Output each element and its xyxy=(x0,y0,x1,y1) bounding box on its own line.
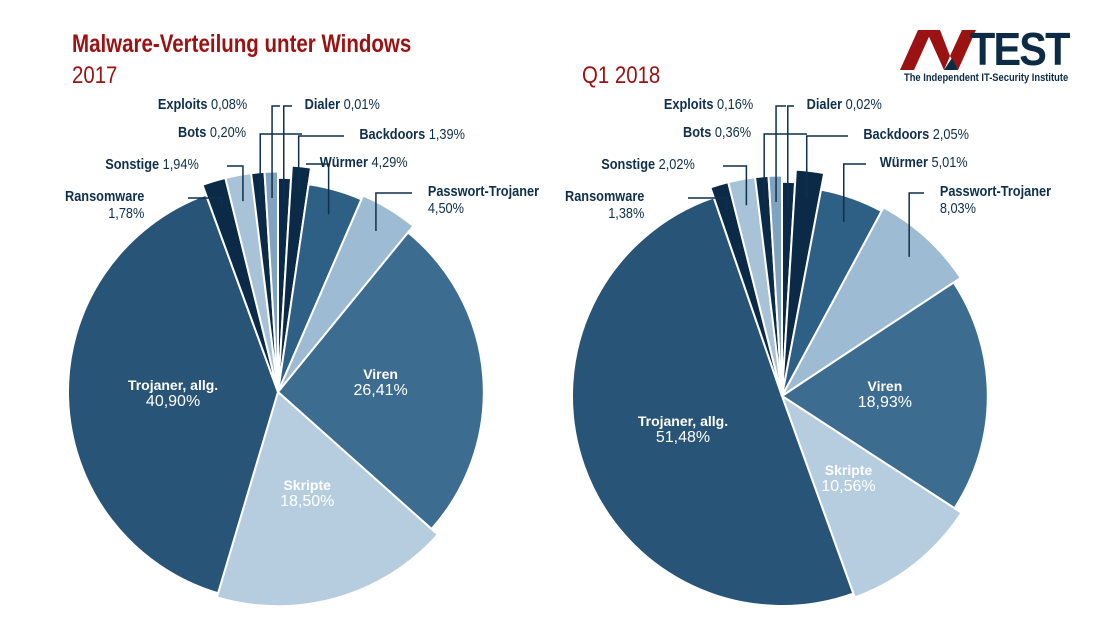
leader-line xyxy=(297,135,344,194)
leader-line xyxy=(306,163,330,215)
slice-label: Bots 0,20% xyxy=(178,124,247,141)
pie-slice-skripte xyxy=(780,393,963,599)
pie-slice-viren xyxy=(276,231,485,531)
slice-label: Ransomware 1,38% xyxy=(565,188,645,222)
leader-line xyxy=(787,105,794,208)
leader-line xyxy=(688,197,728,210)
pie-slice-passwort-trojaner xyxy=(781,206,963,397)
leader-line xyxy=(842,163,866,222)
leader-line xyxy=(188,197,223,207)
pie-slice-trojaner-allg- xyxy=(67,193,280,595)
slice-label: Bots 0,36% xyxy=(683,124,752,141)
slice-label: Dialer 0,01% xyxy=(304,96,380,113)
leader-line xyxy=(375,192,412,231)
pie-slice-trojaner-allg- xyxy=(571,196,855,607)
slice-label: Backdoors 2,05% xyxy=(863,126,969,143)
leader-line xyxy=(763,133,807,203)
pie-slice-viren xyxy=(780,281,989,510)
slice-label: Ransomware 1,78% xyxy=(65,188,145,222)
pie-slice-exploits xyxy=(767,174,783,397)
pie-slice-passwort-trojaner xyxy=(277,194,415,393)
leader-line xyxy=(723,165,748,206)
slice-label: Dialer 0,02% xyxy=(806,96,882,113)
slice-label: Passwort-Trojaner 8,03% xyxy=(939,183,1052,217)
slice-label: Viren 26,41% xyxy=(353,365,408,399)
pie-slice-exploits xyxy=(263,170,279,393)
leader-line xyxy=(775,105,786,203)
av-logo-mark xyxy=(900,30,976,70)
logo-tagline: The Independent IT-Security Institute xyxy=(904,72,1069,84)
leader-line xyxy=(908,192,924,257)
slice-label: Skripte 18,50% xyxy=(280,477,335,511)
slice-label: Skripte 10,56% xyxy=(821,461,876,495)
slice-label: Viren 18,93% xyxy=(857,377,913,411)
slice-label: Sonstige 2,02% xyxy=(601,156,695,173)
leader-line xyxy=(805,135,848,198)
slice-label: Passwort-Trojaner 4,50% xyxy=(427,183,540,217)
slice-label: Trojaner, allg. 40,90% xyxy=(127,377,219,411)
slice-label: Backdoors 1,39% xyxy=(359,126,465,143)
leader-line xyxy=(259,133,302,199)
slice-label: Trojaner, allg. 51,48% xyxy=(637,412,729,446)
slice-label: Würmer 5,01% xyxy=(879,154,968,171)
pie-title-2018: Q1 2018 xyxy=(582,62,661,89)
pie-slice-skripte xyxy=(215,390,440,608)
logo-test-text: TEST xyxy=(970,23,1070,75)
slice-label: Würmer 4,29% xyxy=(319,154,408,171)
chart-title: Malware-Verteilung unter Windows xyxy=(72,30,412,58)
pie-title-2017: 2017 xyxy=(72,62,118,89)
leader-line xyxy=(271,105,280,199)
slice-label: Exploits 0,08% xyxy=(157,96,248,113)
slice-label: Sonstige 1,94% xyxy=(105,156,199,173)
leader-line xyxy=(227,165,244,202)
slice-label: Exploits 0,16% xyxy=(663,96,754,113)
leader-line xyxy=(283,105,292,204)
